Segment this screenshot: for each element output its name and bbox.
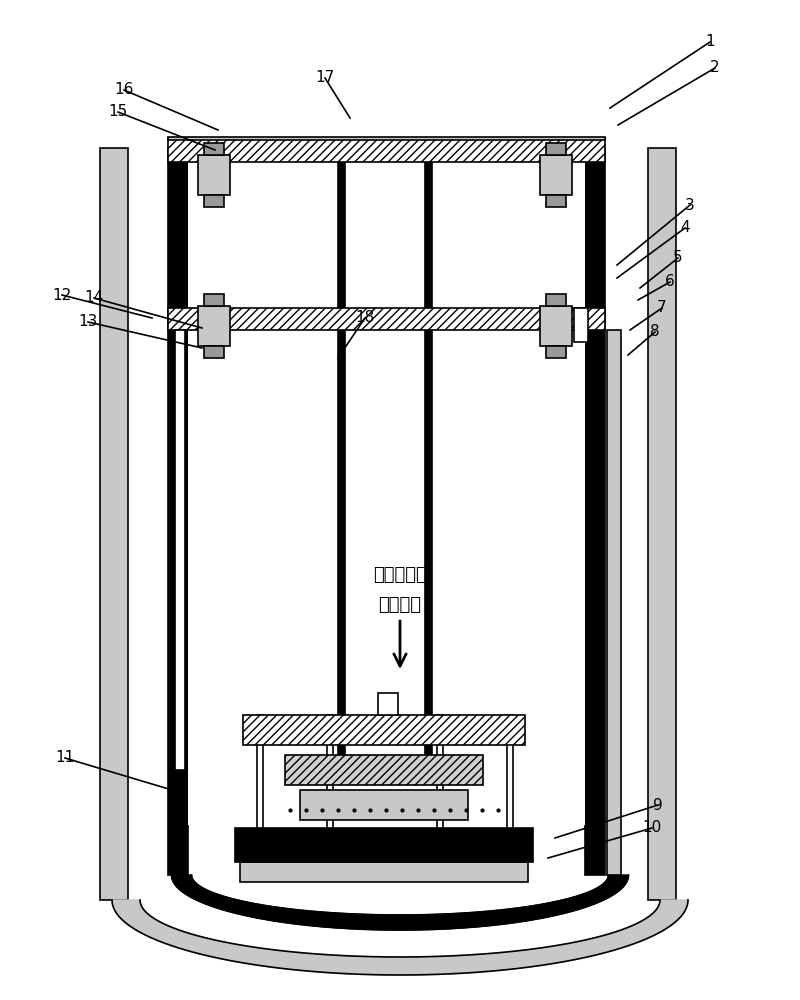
- Bar: [175, 330, 185, 770]
- Text: 2: 2: [710, 60, 720, 76]
- Text: 13: 13: [78, 314, 98, 330]
- Bar: [243, 715, 525, 745]
- Bar: [235, 828, 533, 862]
- Bar: [204, 195, 224, 207]
- Text: 6: 6: [665, 274, 675, 290]
- Bar: [198, 155, 230, 195]
- Text: 4: 4: [680, 221, 690, 235]
- Bar: [607, 330, 621, 875]
- Text: 5: 5: [673, 250, 683, 265]
- Text: 12: 12: [52, 288, 72, 302]
- Text: 8: 8: [650, 324, 660, 340]
- Text: 高电压测试: 高电压测试: [373, 566, 427, 584]
- Bar: [585, 148, 605, 875]
- Text: 10: 10: [642, 820, 662, 836]
- Text: 14: 14: [84, 290, 104, 306]
- Text: 11: 11: [55, 750, 74, 766]
- Bar: [100, 148, 128, 900]
- Bar: [204, 294, 224, 306]
- Text: 3: 3: [685, 198, 695, 213]
- Text: 18: 18: [355, 310, 374, 326]
- Bar: [168, 138, 605, 162]
- Text: 7: 7: [657, 300, 667, 316]
- Bar: [546, 195, 566, 207]
- Polygon shape: [171, 875, 629, 930]
- Text: 电极系统: 电极系统: [378, 596, 422, 614]
- Bar: [338, 162, 345, 760]
- Bar: [257, 715, 263, 862]
- Bar: [540, 306, 572, 346]
- Text: 1: 1: [705, 34, 715, 49]
- Bar: [546, 143, 566, 155]
- Bar: [204, 143, 224, 155]
- Bar: [574, 308, 588, 342]
- Text: 16: 16: [114, 83, 134, 98]
- Bar: [437, 715, 443, 862]
- Polygon shape: [112, 900, 688, 975]
- Bar: [168, 148, 188, 875]
- Bar: [168, 308, 605, 330]
- Bar: [240, 862, 528, 882]
- Bar: [300, 790, 468, 820]
- Bar: [648, 148, 676, 900]
- Bar: [546, 346, 566, 358]
- Bar: [198, 306, 230, 346]
- Bar: [327, 715, 333, 862]
- Text: 15: 15: [108, 104, 128, 119]
- Bar: [188, 148, 585, 825]
- Bar: [425, 162, 432, 760]
- Bar: [285, 755, 483, 785]
- Bar: [546, 294, 566, 306]
- Text: 9: 9: [653, 798, 663, 812]
- Bar: [168, 137, 605, 140]
- Bar: [378, 693, 398, 715]
- Bar: [204, 346, 224, 358]
- Bar: [507, 715, 513, 862]
- Bar: [540, 155, 572, 195]
- Text: 17: 17: [315, 70, 334, 86]
